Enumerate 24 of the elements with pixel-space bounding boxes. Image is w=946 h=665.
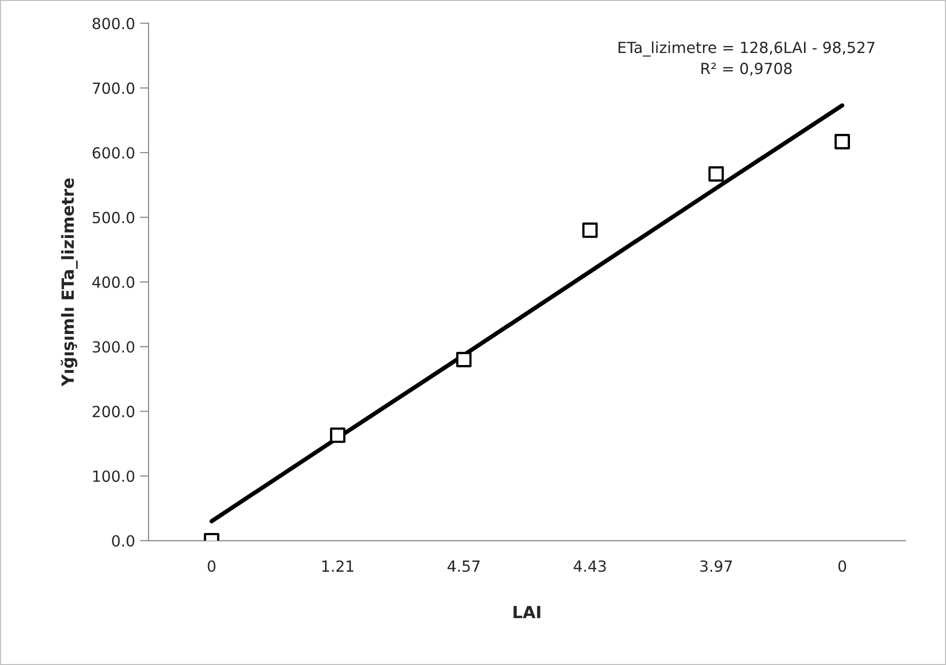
point [834,134,850,150]
y-tick-label: 200.0 [92,406,134,418]
y-tick-label: 400.0 [92,276,134,288]
x-tick-label: 3.97 [700,560,732,572]
x-tick-label: 1.21 [322,560,354,572]
y-tick-label: 600.0 [92,147,134,159]
y-tick-label: 700.0 [92,82,134,94]
y-tick-label: 800.0 [92,18,134,30]
line-series [210,103,844,524]
point [330,428,346,443]
x-tick-label: 0 [838,560,846,572]
y-tick-label: 300.0 [92,341,134,353]
y-axis-title: Yığışımlı ETa_lizimetre [60,178,78,387]
point [708,166,724,182]
annotation: ETa_lizimetre = 128,6LAI - 98,527 R² = 0,9708 [618,41,874,76]
x-tick-label: 4.43 [574,560,606,572]
y-tick-label: 500.0 [92,212,134,224]
y-tick-label: 100.0 [93,470,134,482]
point [456,352,472,368]
y-tick-label: 0.0 [112,535,134,547]
x-tick-label: 0 [208,560,216,572]
point [582,222,598,238]
x-axis-title: LAI [514,606,540,618]
x-tick-label: 4.57 [448,560,480,572]
